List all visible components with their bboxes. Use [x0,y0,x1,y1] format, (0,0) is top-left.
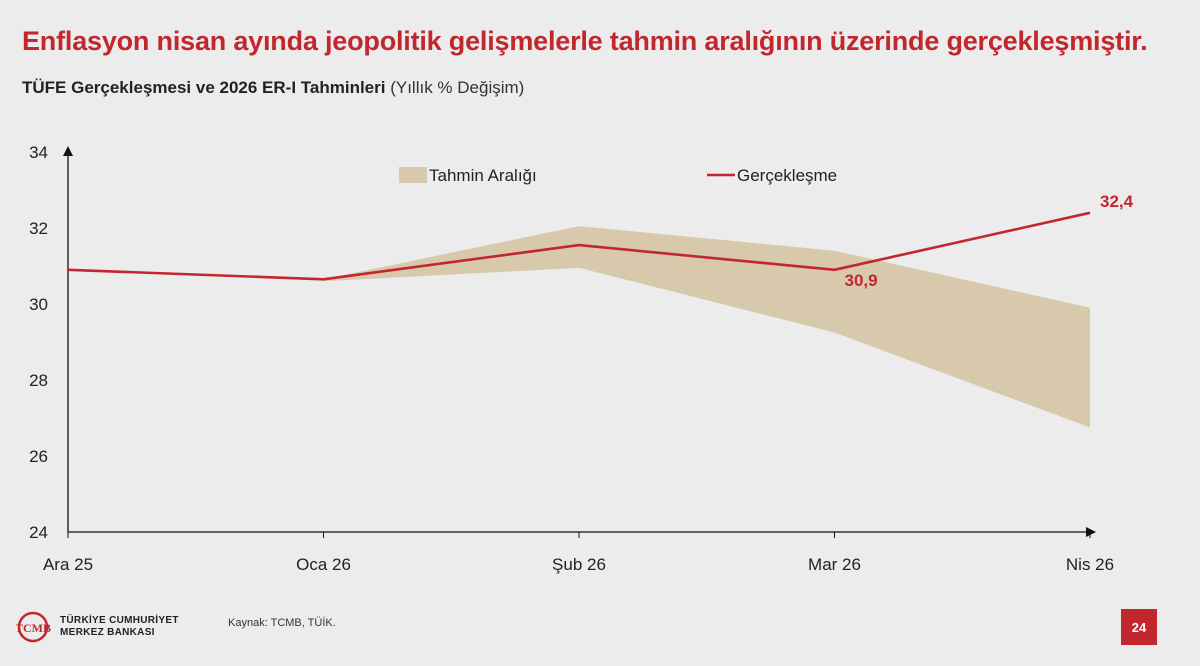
y-tick-label: 26 [29,447,48,466]
legend-band-label: Tahmin Aralığı [429,166,537,185]
y-tick-label: 24 [29,523,48,542]
logo-line-2: MERKEZ BANKASI [60,627,155,638]
chart-subtitle-unit: (Yıllık % Değişim) [385,78,525,97]
data-label-mar26: 30,9 [845,271,878,290]
actual-inflation-line [67,211,1091,281]
tcmb-monogram-icon: TCMB [15,610,54,644]
y-tick-label: 28 [29,371,48,390]
y-tick-label: 34 [29,143,48,162]
page-number-badge: 24 [1121,609,1157,645]
tcmb-logo: TCMB TÜRKİYE CUMHURİYET MERKEZ BANKASI [15,610,179,644]
data-label-nis26: 32,4 [1100,192,1134,211]
x-tick-label: Mar 26 [808,555,861,574]
y-tick-label: 30 [29,295,48,314]
chart-subtitle: TÜFE Gerçekleşmesi ve 2026 ER-I Tahminle… [22,78,524,98]
source-note: Kaynak: TCMB, TÜİK. [228,617,336,629]
logo-line-1: TÜRKİYE CUMHURİYET [60,615,179,626]
x-tick-label: Nis 26 [1066,555,1114,574]
y-tick-label: 32 [29,219,48,238]
y-axis-arrow-icon [63,146,73,156]
x-tick-label: Şub 26 [552,555,606,574]
x-tick-label: Oca 26 [296,555,351,574]
legend-line-label: Gerçekleşme [737,166,837,185]
x-axis-arrow-icon [1086,527,1096,537]
slide-headline: Enflasyon nisan ayında jeopolitik gelişm… [22,26,1148,56]
chart-subtitle-main: TÜFE Gerçekleşmesi ve 2026 ER-I Tahminle… [22,78,386,97]
legend-band-swatch [399,167,427,183]
forecast-range-band [323,226,1090,428]
x-tick-label: Ara 25 [43,555,93,574]
svg-text:TCMB: TCMB [16,621,51,635]
tcmb-logo-text: TÜRKİYE CUMHURİYET MERKEZ BANKASI [60,615,179,639]
